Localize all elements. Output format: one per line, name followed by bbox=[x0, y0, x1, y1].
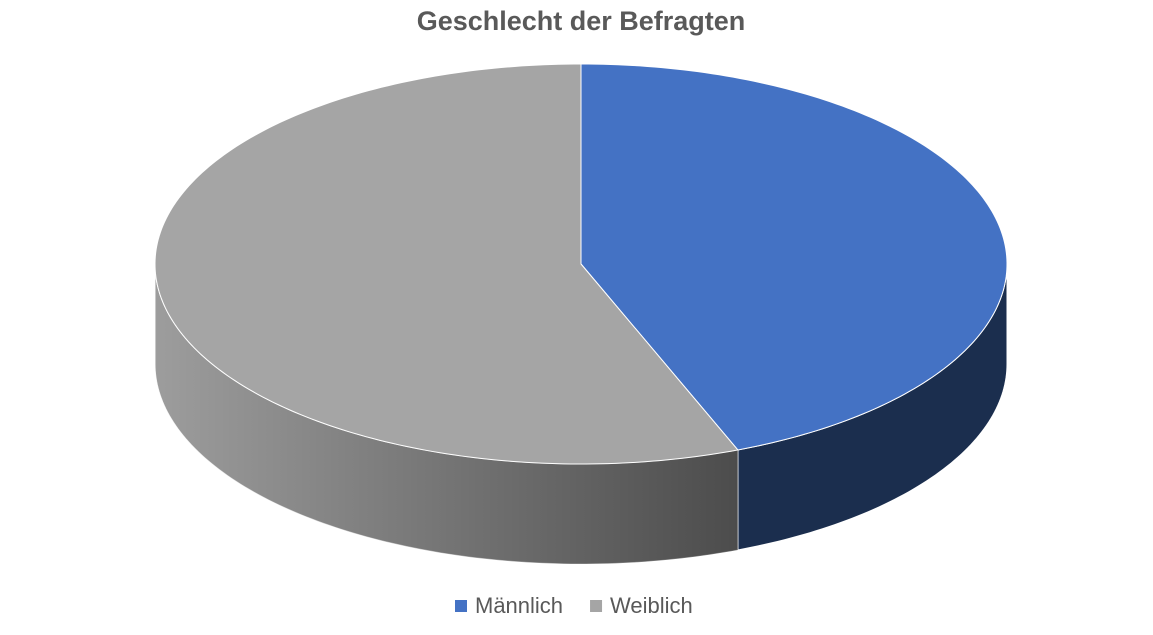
legend: Männlich Weiblich bbox=[455, 593, 693, 618]
pie bbox=[154, 63, 1008, 565]
chart-title: Geschlecht der Befragten bbox=[417, 6, 746, 36]
legend-label: Weiblich bbox=[610, 593, 693, 618]
slice-side-shade bbox=[155, 264, 738, 564]
legend-label: Männlich bbox=[475, 593, 563, 618]
slice bbox=[580, 63, 1008, 451]
slice bbox=[154, 63, 739, 465]
legend-swatch bbox=[455, 600, 467, 612]
legend-swatch bbox=[590, 600, 603, 612]
